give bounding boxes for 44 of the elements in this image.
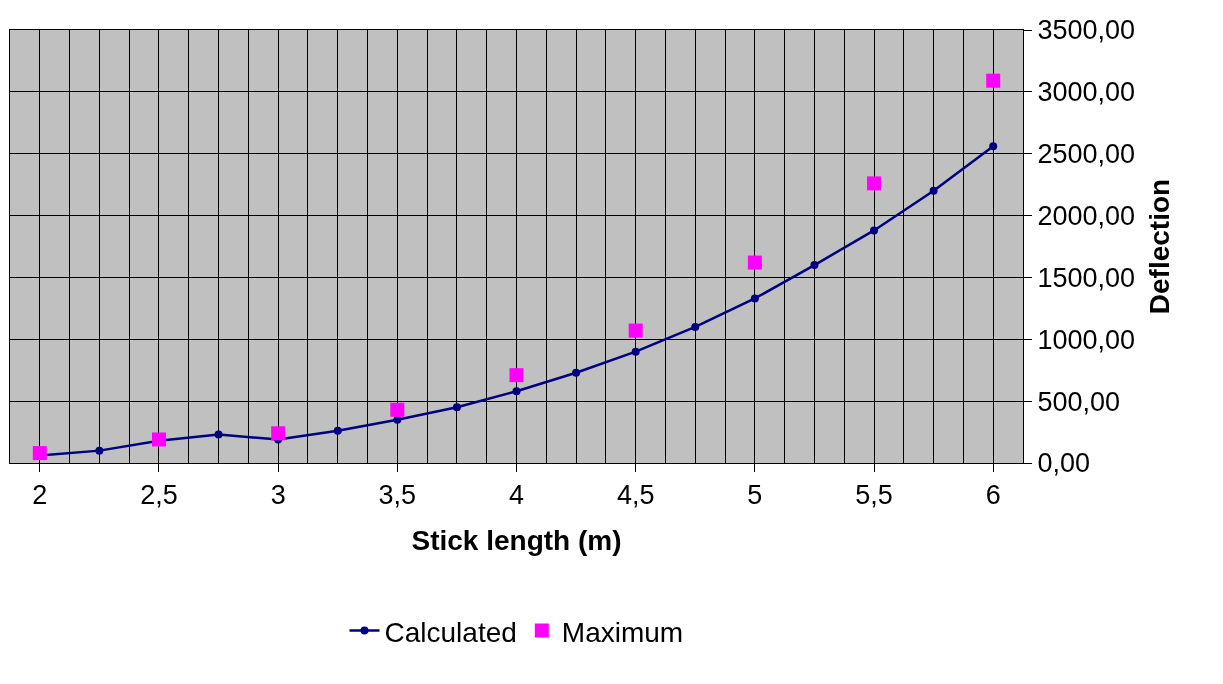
point	[691, 322, 700, 331]
x-tick-label: 2,5	[140, 480, 178, 511]
legend-label: Calculated	[384, 616, 517, 648]
point	[151, 432, 166, 447]
y-tick-label: 1000,00	[1037, 324, 1136, 355]
y-tick-label: 500,00	[1037, 386, 1120, 417]
x-axis-title: Stick length (m)	[411, 524, 622, 556]
point	[867, 176, 882, 191]
point	[870, 226, 879, 235]
point	[393, 415, 402, 424]
y-tick-label: 1500,00	[1037, 262, 1136, 293]
x-tick-label: 3	[270, 480, 286, 511]
x-tick-label: 5,5	[855, 480, 893, 511]
x-tick-label: 6	[985, 480, 1001, 511]
point	[271, 426, 286, 441]
y-tick-label: 3000,00	[1037, 77, 1136, 108]
y-axis-title: Deflection	[1144, 178, 1176, 315]
point	[750, 294, 759, 303]
point	[214, 430, 223, 439]
x-tick-label: 4	[508, 480, 525, 511]
point	[986, 73, 1001, 88]
y-tick-label: 2500,00	[1037, 139, 1136, 170]
point	[929, 186, 938, 195]
point	[989, 142, 998, 151]
y-tick-label: 2000,00	[1037, 201, 1136, 232]
point	[333, 426, 342, 435]
x-tick-label: 5	[747, 480, 763, 511]
point	[509, 368, 524, 383]
x-tick-label: 2	[32, 480, 48, 511]
point	[628, 323, 643, 338]
x-tick-label: 4,5	[616, 480, 655, 511]
legend-label: Maximum	[561, 616, 684, 648]
point	[572, 368, 581, 377]
point	[512, 387, 521, 396]
point	[747, 255, 762, 270]
point	[810, 261, 819, 270]
y-tick-label: 0,00	[1037, 448, 1090, 479]
y-tick-label: 3500,00	[1037, 15, 1136, 46]
point	[32, 446, 47, 461]
point	[631, 347, 640, 356]
x-tick-label: 3,5	[378, 480, 417, 511]
point	[452, 403, 461, 412]
point	[95, 446, 104, 455]
point	[390, 402, 405, 417]
